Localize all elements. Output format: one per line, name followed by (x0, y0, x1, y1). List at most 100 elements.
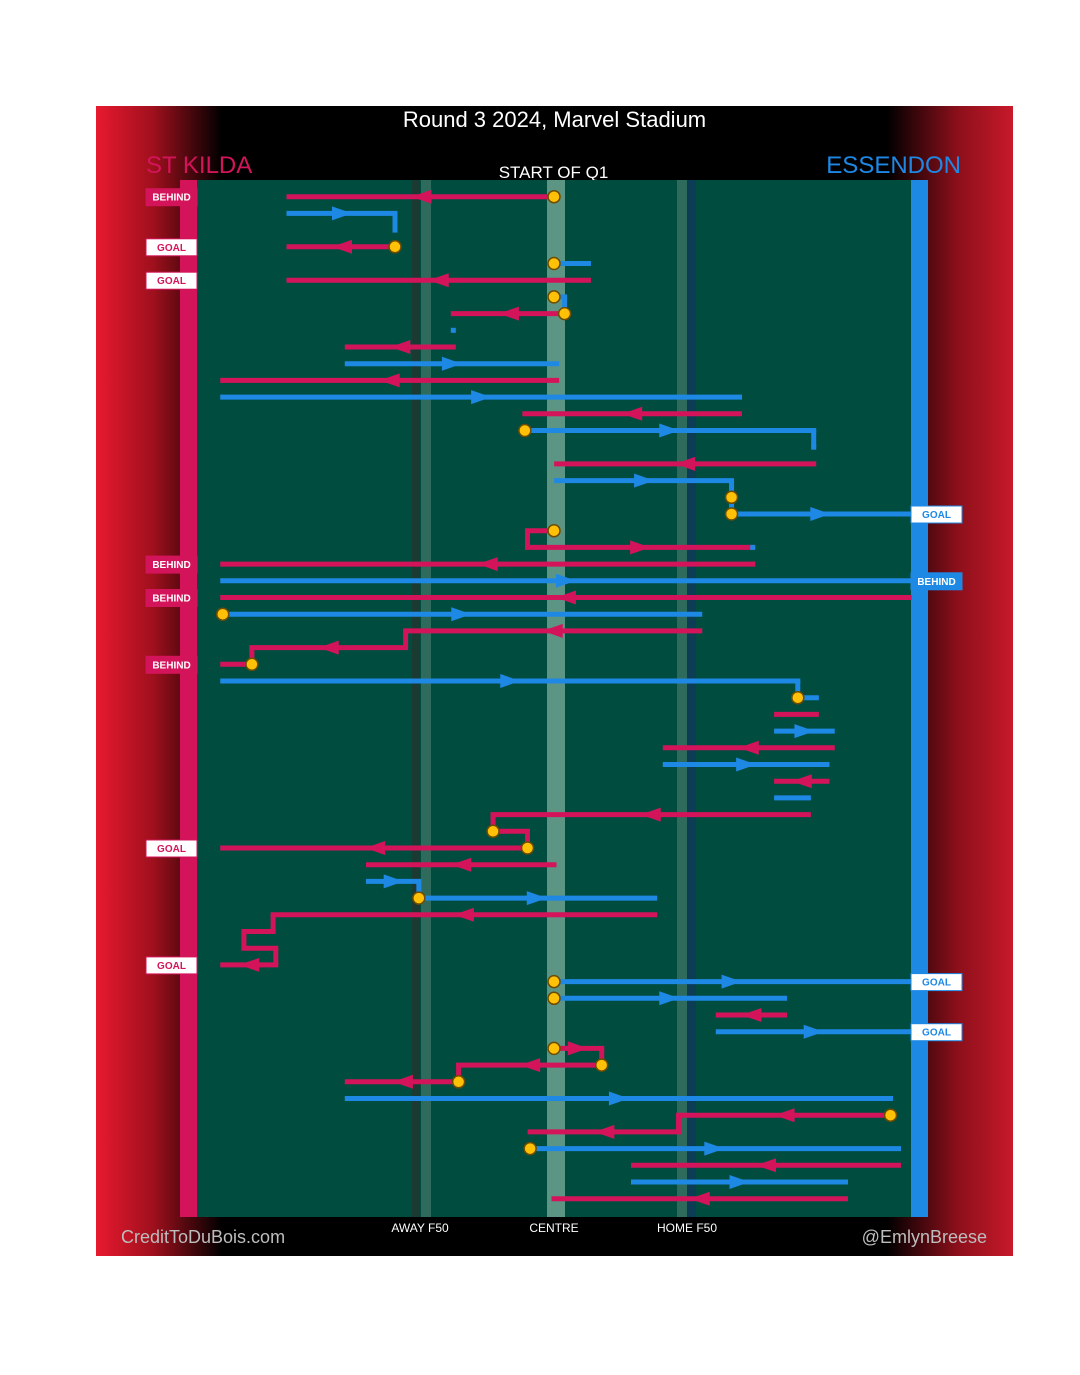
chain-arrow (555, 590, 576, 605)
score-badge (910, 572, 963, 591)
score-badge (145, 271, 198, 290)
stoppage-marker (724, 507, 739, 521)
away-f50-line (412, 180, 420, 1217)
score-badge-label: GOAL (157, 844, 186, 855)
chain-arrow (555, 573, 576, 588)
zone-label: AWAY F50 (391, 1221, 449, 1235)
period-label: START OF Q1 (498, 163, 609, 182)
stoppage-marker (518, 423, 532, 438)
score-badge-label: BEHIND (917, 577, 955, 588)
stoppage-marker (245, 657, 259, 672)
stoppage-marker (523, 1141, 537, 1156)
chain-arrow (741, 1008, 762, 1022)
chain-arrow (500, 674, 521, 688)
score-badge-label: BEHIND (152, 594, 190, 605)
chain-arrow (239, 957, 260, 972)
zone-label: CENTRE (529, 1221, 578, 1235)
centre-line (547, 180, 565, 1217)
score-badge (145, 956, 198, 975)
stoppage-marker (520, 841, 535, 855)
chain-arrow (729, 1175, 750, 1189)
home-f50-line (687, 180, 696, 1217)
stoppage-marker (883, 1108, 898, 1122)
score-badge (910, 1023, 963, 1042)
chain-arrow (608, 1091, 629, 1106)
score-badge-label: BEHIND (152, 560, 190, 571)
stoppage-marker (547, 974, 561, 989)
chain-arrow (659, 423, 680, 438)
chain-arrow (794, 724, 815, 739)
stoppage-marker (388, 240, 402, 254)
stoppage-marker (547, 991, 561, 1006)
stoppage-marker (547, 290, 561, 304)
score-badge-label: GOAL (157, 961, 186, 972)
team-label-essendon: ESSENDON (826, 152, 961, 179)
chain-arrow (640, 807, 661, 822)
chain-arrow (471, 390, 492, 405)
chain-arrow (441, 356, 462, 371)
chain-arrow (659, 991, 680, 1006)
away-f50-line-light (421, 180, 431, 1217)
chain-arrow (689, 1191, 710, 1206)
score-badge-label: BEHIND (152, 660, 190, 671)
stoppage-marker (594, 1058, 609, 1072)
chain-arrow (738, 740, 759, 755)
chain-arrow (704, 1141, 725, 1156)
score-badge-label: GOAL (157, 243, 186, 254)
chain-arrow (383, 874, 404, 889)
chain-arrow (567, 1041, 588, 1056)
chain-arrow (634, 473, 655, 488)
score-badge-label: GOAL (922, 510, 951, 521)
stoppage-marker (547, 256, 561, 271)
chain-arrow (675, 456, 696, 471)
zone-label: HOME F50 (657, 1221, 717, 1235)
score-badge (910, 505, 963, 524)
chain-arrow (365, 841, 386, 855)
team-label-st-kilda: ST KILDA (146, 152, 253, 179)
stoppage-marker (547, 1041, 561, 1056)
score-badge (910, 973, 963, 992)
chain-arrow (453, 907, 474, 922)
chain-arrow (428, 273, 449, 288)
chart-title: Round 3 2024, Marvel Stadium (402, 107, 707, 132)
stoppage-marker (547, 189, 561, 204)
chain-arrow (411, 189, 432, 204)
stoppage-marker (557, 306, 572, 321)
chain-arrow (451, 857, 472, 872)
chain-arrow (756, 1158, 776, 1173)
stoppage-marker (547, 523, 561, 538)
chain-arrow (774, 1108, 795, 1123)
chain-arrow (477, 557, 498, 572)
score-badge (145, 238, 198, 257)
stoppage-marker (216, 607, 230, 621)
score-badge-label: GOAL (922, 1028, 951, 1039)
chain-arrow (622, 406, 643, 421)
chain-arrow (392, 1074, 413, 1089)
score-badge (145, 188, 198, 207)
score-badge (145, 839, 198, 858)
author-handle: @EmlynBreese (861, 1227, 987, 1247)
score-badge-label: GOAL (157, 276, 186, 287)
chain-arrow (594, 1124, 615, 1139)
chain-arrow (332, 206, 352, 221)
chain-arrow (379, 373, 400, 388)
chain-arrow (520, 1058, 541, 1073)
home-f50-line-light (677, 180, 687, 1217)
score-badge-label: GOAL (922, 978, 951, 989)
chain-arrow (736, 757, 757, 772)
chain-arrow (810, 507, 831, 521)
chain-arrow (542, 623, 563, 638)
stoppage-marker (486, 824, 500, 839)
stoppage-marker (724, 490, 739, 505)
score-badge-label: BEHIND (152, 193, 190, 204)
stoppage-marker (451, 1075, 466, 1089)
score-badge (145, 589, 198, 607)
chain-arrow (791, 774, 812, 789)
chain-arrow (630, 540, 651, 555)
chain-arrow (318, 640, 339, 655)
essendon-goal-line (911, 180, 928, 1217)
chain-arrow (332, 239, 352, 254)
stoppage-marker (412, 891, 426, 905)
stoppage-marker (791, 690, 805, 705)
